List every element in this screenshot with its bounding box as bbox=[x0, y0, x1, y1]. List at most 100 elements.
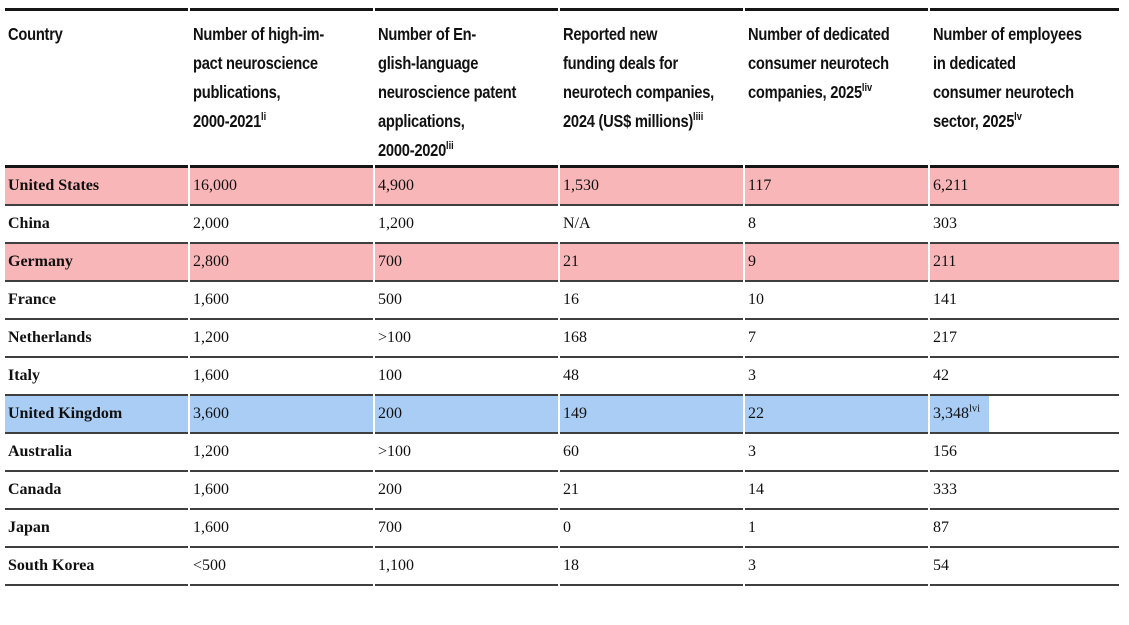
cell-funding-deals: 149 bbox=[560, 396, 743, 434]
cell-employees: 211 bbox=[930, 244, 1119, 282]
country-name: Canada bbox=[8, 481, 62, 498]
cell-companies: 1 bbox=[745, 510, 928, 548]
table-row: United States 16,000 4,900 1,530 117 6,2… bbox=[5, 168, 1119, 206]
cell-funding-deals: 1,530 bbox=[560, 168, 743, 206]
col-header-patents: Number of En- glish-language neuroscienc… bbox=[375, 8, 558, 168]
cell-publications: 2,800 bbox=[190, 244, 373, 282]
cell-country: South Korea bbox=[5, 548, 188, 586]
table-row: Netherlands 1,200 >100 168 7 217 bbox=[5, 320, 1119, 358]
country-name: United States bbox=[8, 177, 100, 194]
cell-employees: 42 bbox=[930, 358, 1119, 396]
cell-companies: 117 bbox=[745, 168, 928, 206]
country-neurotech-table: Country Number of high-im- pact neurosci… bbox=[3, 8, 1121, 586]
cell-country: United Kingdom bbox=[5, 396, 188, 434]
cell-employees: 156 bbox=[930, 434, 1119, 472]
country-name: Australia bbox=[8, 443, 72, 460]
cell-publications: 1,600 bbox=[190, 510, 373, 548]
cell-patents: 1,100 bbox=[375, 548, 558, 586]
country-name: Netherlands bbox=[8, 329, 92, 346]
footnote-marker: lv bbox=[1014, 111, 1022, 124]
cell-funding-deals: 18 bbox=[560, 548, 743, 586]
cell-patents: 4,900 bbox=[375, 168, 558, 206]
cell-employees: 3,348lvi bbox=[930, 396, 1119, 434]
table-body: United States 16,000 4,900 1,530 117 6,2… bbox=[5, 168, 1119, 586]
cell-patents: 100 bbox=[375, 358, 558, 396]
footnote-marker: liv bbox=[861, 82, 873, 95]
cell-employees: 87 bbox=[930, 510, 1119, 548]
cell-publications: 16,000 bbox=[190, 168, 373, 206]
cell-publications: 1,200 bbox=[190, 434, 373, 472]
footnote-marker: li bbox=[261, 111, 267, 124]
cell-publications: 3,600 bbox=[190, 396, 373, 434]
country-neurotech-table-container: Country Number of high-im- pact neurosci… bbox=[3, 8, 1121, 586]
cell-companies: 7 bbox=[745, 320, 928, 358]
table-row: Australia 1,200 >100 60 3 156 bbox=[5, 434, 1119, 472]
cell-employees: 141 bbox=[930, 282, 1119, 320]
cell-employees: 303 bbox=[930, 206, 1119, 244]
cell-funding-deals: 48 bbox=[560, 358, 743, 396]
cell-companies: 3 bbox=[745, 434, 928, 472]
table-row: Japan 1,600 700 0 1 87 bbox=[5, 510, 1119, 548]
cell-funding-deals: 60 bbox=[560, 434, 743, 472]
cell-patents: 500 bbox=[375, 282, 558, 320]
col-header-companies: Number of dedicated consumer neurotech c… bbox=[745, 8, 928, 168]
table-row: China 2,000 1,200 N/A 8 303 bbox=[5, 206, 1119, 244]
country-name: United Kingdom bbox=[8, 405, 123, 422]
cell-patents: >100 bbox=[375, 320, 558, 358]
col-header-country: Country bbox=[5, 8, 188, 168]
header-row: Country Number of high-im- pact neurosci… bbox=[5, 8, 1119, 168]
cell-publications: 1,600 bbox=[190, 472, 373, 510]
footnote-marker: lvi bbox=[969, 403, 981, 415]
cell-country: Germany bbox=[5, 244, 188, 282]
country-name: Italy bbox=[8, 367, 40, 384]
cell-patents: 200 bbox=[375, 396, 558, 434]
col-header-employees: Number of employees in dedicated consume… bbox=[930, 8, 1119, 168]
col-header-publications: Number of high-im- pact neuroscience pub… bbox=[190, 8, 373, 168]
cell-companies: 3 bbox=[745, 358, 928, 396]
cell-country: Canada bbox=[5, 472, 188, 510]
cell-funding-deals: 21 bbox=[560, 244, 743, 282]
cell-publications: 1,600 bbox=[190, 358, 373, 396]
cell-companies: 3 bbox=[745, 548, 928, 586]
cell-patents: >100 bbox=[375, 434, 558, 472]
cell-country: China bbox=[5, 206, 188, 244]
cell-country: Australia bbox=[5, 434, 188, 472]
country-name: Germany bbox=[8, 253, 73, 270]
cell-patents: 200 bbox=[375, 472, 558, 510]
footnote-marker: lii bbox=[446, 140, 454, 153]
cell-funding-deals: N/A bbox=[560, 206, 743, 244]
table-row: Canada 1,600 200 21 14 333 bbox=[5, 472, 1119, 510]
table-row: Germany 2,800 700 21 9 211 bbox=[5, 244, 1119, 282]
cell-patents: 700 bbox=[375, 244, 558, 282]
country-name: France bbox=[8, 291, 56, 308]
cell-employees: 54 bbox=[930, 548, 1119, 586]
cell-country: Japan bbox=[5, 510, 188, 548]
cell-country: France bbox=[5, 282, 188, 320]
table-row: Italy 1,600 100 48 3 42 bbox=[5, 358, 1119, 396]
cell-companies: 9 bbox=[745, 244, 928, 282]
country-name: Japan bbox=[8, 519, 50, 536]
cell-country: United States bbox=[5, 168, 188, 206]
footnote-marker: liii bbox=[693, 111, 704, 124]
cell-country: Netherlands bbox=[5, 320, 188, 358]
cell-employees: 333 bbox=[930, 472, 1119, 510]
cell-patents: 1,200 bbox=[375, 206, 558, 244]
country-name: China bbox=[8, 215, 50, 232]
table-header: Country Number of high-im- pact neurosci… bbox=[5, 8, 1119, 168]
country-name: South Korea bbox=[8, 557, 95, 574]
table-row: South Korea <500 1,100 18 3 54 bbox=[5, 548, 1119, 586]
cell-companies: 8 bbox=[745, 206, 928, 244]
cell-publications: 1,600 bbox=[190, 282, 373, 320]
cell-funding-deals: 16 bbox=[560, 282, 743, 320]
cell-funding-deals: 168 bbox=[560, 320, 743, 358]
cell-funding-deals: 0 bbox=[560, 510, 743, 548]
table-row: United Kingdom 3,600 200 149 22 3,348lvi bbox=[5, 396, 1119, 434]
table-row: France 1,600 500 16 10 141 bbox=[5, 282, 1119, 320]
col-header-funding-deals: Reported new funding deals for neurotech… bbox=[560, 8, 743, 168]
cell-companies: 22 bbox=[745, 396, 928, 434]
cell-funding-deals: 21 bbox=[560, 472, 743, 510]
cell-patents: 700 bbox=[375, 510, 558, 548]
cell-publications: 1,200 bbox=[190, 320, 373, 358]
cell-companies: 14 bbox=[745, 472, 928, 510]
cell-employees: 217 bbox=[930, 320, 1119, 358]
